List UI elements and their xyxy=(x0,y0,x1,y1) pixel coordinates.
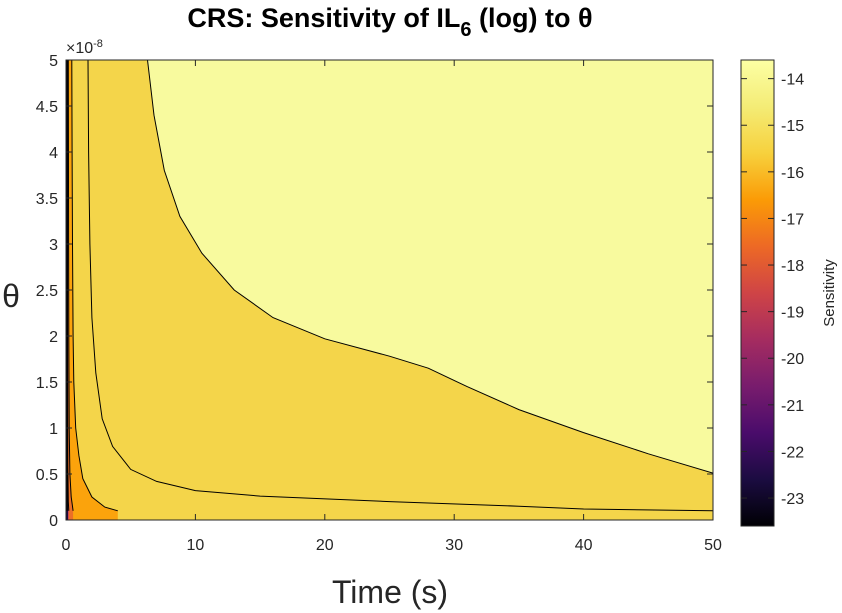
contour-fills xyxy=(66,60,713,520)
x-tick-label: 30 xyxy=(445,537,463,554)
y-tick-label: 3 xyxy=(49,237,58,254)
chart-title: CRS: Sensitivity of IL6 (log) to θ xyxy=(187,3,592,41)
contour-region-level-14 xyxy=(147,60,713,474)
colorbar-tick-label: -22 xyxy=(781,444,804,461)
colorbar-tick-label: -14 xyxy=(781,72,804,89)
y-tick-label: 0.5 xyxy=(36,467,58,484)
x-axis-label: Time (s) xyxy=(332,574,448,610)
colorbar-tick-label: -23 xyxy=(781,491,804,508)
y-exponent: ×10-8 xyxy=(66,38,103,57)
y-axis: 0 0.5 1 1.5 2 2.5 3 3.5 4 4.5 5 xyxy=(36,53,713,530)
colorbar-tick-label: -20 xyxy=(781,351,804,368)
y-tick-label: 0 xyxy=(49,513,58,530)
x-tick-label: 0 xyxy=(62,537,71,554)
y-tick-label: 3.5 xyxy=(36,191,58,208)
colorbar xyxy=(740,59,775,527)
y-tick-label: 1.5 xyxy=(36,375,58,392)
contour-line-level-18 xyxy=(66,60,70,511)
y-tick-label: 1 xyxy=(49,421,58,438)
colorbar-tick-label: -16 xyxy=(781,165,804,182)
x-tick-label: 10 xyxy=(187,537,205,554)
contour-line-level-14 xyxy=(147,60,713,474)
colorbar-tick-label: -18 xyxy=(781,258,804,275)
colorbar-tick-label: -15 xyxy=(781,118,804,135)
colorbar-ticks: -14 -15 -16 -17 -18 -19 -20 -21 -22 -23 xyxy=(741,72,804,508)
contour-region-level-15 xyxy=(66,60,713,520)
contour-line-level-16 xyxy=(71,60,118,512)
y-tick-label: 5 xyxy=(49,53,58,70)
x-tick-label: 40 xyxy=(575,537,593,554)
colorbar-tick-label: -21 xyxy=(781,398,804,415)
y-tick-label: 2.5 xyxy=(36,283,58,300)
x-tick-label: 20 xyxy=(316,537,334,554)
y-tick-label: 4 xyxy=(49,145,58,162)
colorbar-tick-label: -19 xyxy=(781,305,804,322)
y-tick-label: 4.5 xyxy=(36,99,58,116)
y-axis-label: θ xyxy=(2,278,20,314)
y-tick-label: 2 xyxy=(49,329,58,346)
colorbar-label: Sensitivity xyxy=(821,259,838,327)
x-axis: 0 10 20 30 40 50 xyxy=(62,60,722,554)
x-tick-label: 50 xyxy=(704,537,722,554)
colorbar-tick-label: -17 xyxy=(781,211,804,228)
contour-line-level-15 xyxy=(87,60,713,512)
